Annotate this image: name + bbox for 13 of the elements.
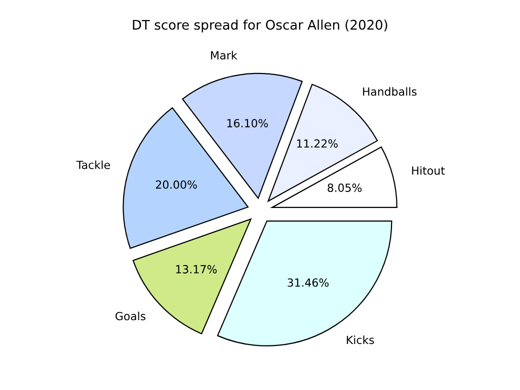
data-label: 20.00% [156,180,197,189]
data-label: 13.17% [176,265,217,274]
slice-label: Goals [116,312,146,320]
data-label: 31.46% [288,278,329,287]
slice-label: Tackle [76,160,110,170]
data-label: 11.22% [297,139,338,148]
slice-label: Hitout [412,166,445,175]
slice-label: Mark [211,50,238,60]
slice-label: Kicks [346,336,374,344]
data-label: 8.05% [328,184,362,192]
data-label: 16.10% [227,118,268,128]
slice-label: Handballs [363,87,417,96]
chart-title: DT score spread for Oscar Allen (2020) [132,20,388,32]
